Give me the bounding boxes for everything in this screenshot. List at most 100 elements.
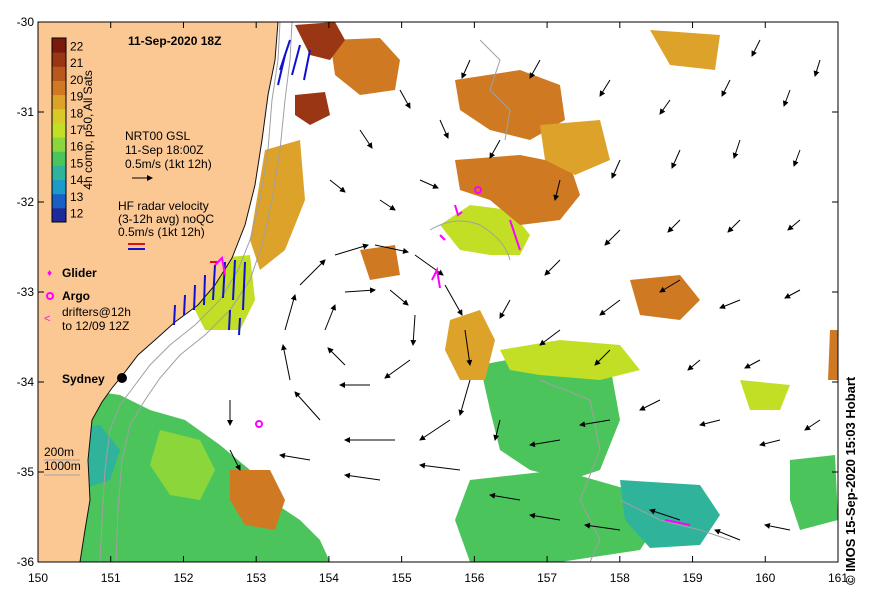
- colorbar-segment: [52, 137, 66, 152]
- x-tick-label: 156: [464, 571, 484, 585]
- map-title: 11-Sep-2020 18Z: [128, 34, 221, 48]
- sst-patch: [650, 30, 720, 70]
- x-tick-label: 157: [537, 571, 557, 585]
- sst-patch: [630, 275, 700, 320]
- drifters-legend-line2: to 12/09 12Z: [62, 319, 129, 333]
- x-tick-label: 160: [755, 571, 775, 585]
- sst-patches: [40, 22, 838, 562]
- drifter-track: [454, 204, 463, 217]
- sst-patch: [828, 330, 838, 380]
- sst-patch: [445, 310, 495, 380]
- y-tick-label: -33: [17, 285, 35, 299]
- x-tick-label: 159: [683, 571, 703, 585]
- hf-legend-line2: (3-12h avg) noQC: [118, 212, 214, 226]
- colorbar-segment: [52, 165, 66, 181]
- sst-patch: [455, 70, 565, 140]
- credit-text: © IMOS 15-Sep-2020 15:03 Hobart: [843, 376, 858, 585]
- x-tick-label: 153: [246, 571, 266, 585]
- glider-drifter-tracks: [214, 186, 691, 526]
- sst-patch: [455, 470, 660, 562]
- y-tick-label: -31: [17, 105, 35, 119]
- gsl-legend-line1: NRT00 GSL: [125, 129, 190, 143]
- glider-track: [214, 255, 226, 276]
- colorbar-segment: [52, 179, 66, 195]
- x-tick-label: 152: [173, 571, 193, 585]
- glider-symbol: ♦: [47, 268, 52, 279]
- colorbar-tick-label: 12: [70, 207, 84, 221]
- x-tick-label: 151: [101, 571, 121, 585]
- sst-patch: [620, 480, 720, 548]
- hf-legend-line1: HF radar velocity: [118, 199, 209, 213]
- sst-patch: [500, 340, 640, 380]
- argo-float: [474, 186, 482, 194]
- drifter-track: [439, 234, 446, 241]
- sst-patch: [455, 155, 580, 225]
- isobath-legend-1000: 1000m: [44, 459, 81, 473]
- isobath-legend-200: 200m: [44, 445, 74, 459]
- gsl-legend-line3: 0.5m/s (1kt 12h): [125, 157, 212, 171]
- argo-float: [255, 420, 263, 428]
- colorbar-tick-label: 20: [70, 73, 84, 87]
- x-axis: 150 151 152 153 154 155 156 157 158 159 160 161: [28, 22, 848, 585]
- sst-patch: [150, 430, 215, 500]
- drifter-track: [509, 219, 521, 251]
- sydney-label: Sydney: [62, 372, 105, 386]
- sst-patch: [360, 245, 400, 280]
- argo-symbol: [46, 292, 54, 300]
- hf-legend-line3: 0.5m/s (1kt 12h): [118, 225, 205, 239]
- y-tick-label: -34: [17, 375, 35, 389]
- colorbar-frame: [51, 37, 67, 223]
- colorbar-tick-label: 15: [70, 156, 84, 170]
- gsl-legend-line2: 11-Sep 18:00Z: [125, 143, 204, 157]
- y-tick-label: -32: [17, 195, 35, 209]
- colorbar-tick-label: 22: [70, 39, 84, 53]
- argo-legend-label: Argo: [62, 289, 90, 303]
- colorbar-tick-label: 14: [70, 173, 84, 187]
- colorbar-segment: [52, 151, 66, 166]
- sst-patch: [330, 38, 400, 95]
- colorbar-segment: [52, 108, 66, 124]
- colorbar-tick-label: 19: [70, 90, 84, 104]
- drifter-symbol: <: [44, 313, 50, 325]
- city-marker: [117, 373, 127, 383]
- sst-patch: [480, 350, 620, 480]
- colorbar: 4h comp, p50, All Sats 22 21 20 19 18 17 16 15 1…: [51, 37, 95, 223]
- y-tick-label: -35: [17, 465, 35, 479]
- land-mass: [38, 22, 279, 562]
- glider-track: [664, 519, 691, 526]
- isobath-lines: [99, 22, 731, 562]
- colorbar-tick-label: 21: [70, 56, 84, 70]
- colorbar-segment: [52, 207, 66, 223]
- colorbar-segment: [52, 94, 66, 110]
- x-tick-label: 158: [610, 571, 630, 585]
- colorbar-tick-label: 17: [70, 123, 84, 137]
- sst-patch: [440, 205, 530, 255]
- y-tick-label: -36: [17, 555, 35, 569]
- sst-patch: [790, 455, 838, 530]
- x-tick-label: 150: [28, 571, 48, 585]
- drifter-track: [431, 266, 441, 289]
- colorbar-segment: [52, 122, 66, 138]
- colorbar-tick-label: 16: [70, 140, 84, 154]
- colorbar-segment: [52, 80, 66, 96]
- colorbar-tick-label: 18: [70, 106, 84, 120]
- colorbar-tick-label: 13: [70, 190, 84, 204]
- velocity-arrows: [227, 39, 821, 541]
- colorbar-segment: [52, 52, 66, 67]
- colorbar-segment: [52, 193, 66, 209]
- colorbar-segment: [52, 66, 66, 81]
- glider-legend-label: Glider: [62, 266, 97, 280]
- sst-patch: [295, 22, 345, 60]
- sst-patch: [230, 470, 285, 530]
- y-tick-label: -30: [17, 15, 35, 29]
- colorbar-segment: [52, 38, 66, 53]
- sst-patch: [295, 92, 330, 125]
- drifters-legend-line1: drifters@12h: [62, 305, 131, 319]
- colorbar-label: 4h comp, p50, All Sats: [81, 70, 95, 189]
- x-tick-label: 154: [319, 571, 339, 585]
- x-tick-label: 161: [828, 571, 848, 585]
- hf-radar-arrows: [173, 39, 311, 336]
- x-tick-label: 155: [392, 571, 412, 585]
- y-axis: -30 -31 -32 -33 -34 -35 -36: [17, 15, 838, 569]
